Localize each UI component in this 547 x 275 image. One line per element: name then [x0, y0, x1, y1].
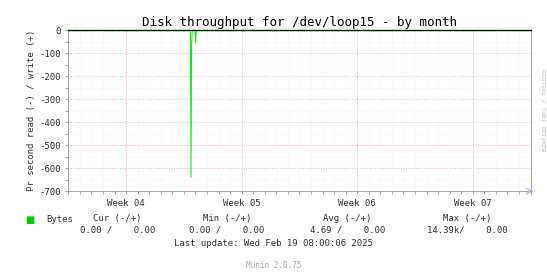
Title: Disk throughput for /dev/loop15 - by month: Disk throughput for /dev/loop15 - by mon… [142, 16, 457, 29]
Text: Cur (-/+): Cur (-/+) [94, 214, 142, 223]
Text: 4.69 /    0.00: 4.69 / 0.00 [310, 226, 385, 234]
Text: Bytes: Bytes [46, 216, 73, 224]
Text: Last update: Wed Feb 19 08:00:06 2025: Last update: Wed Feb 19 08:00:06 2025 [174, 239, 373, 248]
Y-axis label: Pr second read (-) / write (+): Pr second read (-) / write (+) [27, 30, 37, 191]
Text: Munin 2.0.75: Munin 2.0.75 [246, 261, 301, 270]
Text: 14.39k/    0.00: 14.39k/ 0.00 [427, 226, 508, 234]
Text: 0.00 /    0.00: 0.00 / 0.00 [80, 226, 155, 234]
Text: Min (-/+): Min (-/+) [203, 214, 251, 223]
Text: RRDTOOL / TOBI OETIKER: RRDTOOL / TOBI OETIKER [541, 69, 546, 151]
Text: Max (-/+): Max (-/+) [444, 214, 492, 223]
Text: 0.00 /    0.00: 0.00 / 0.00 [189, 226, 265, 234]
Text: ■: ■ [26, 215, 34, 225]
Text: Avg (-/+): Avg (-/+) [323, 214, 371, 223]
